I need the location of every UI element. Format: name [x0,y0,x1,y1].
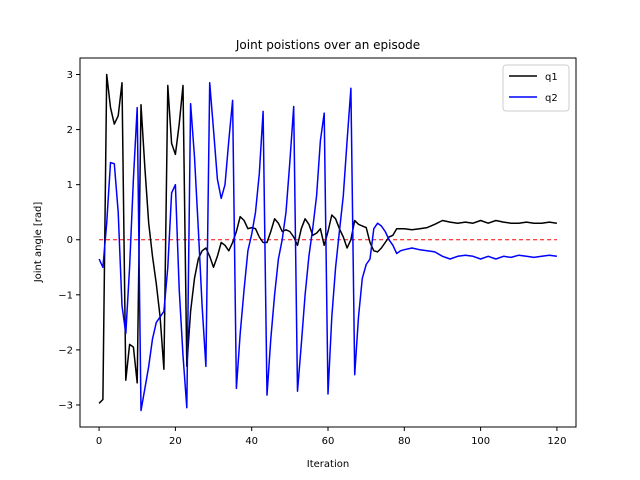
x-tick-label: 0 [96,436,102,447]
legend-box [502,64,570,112]
x-tick-label: 80 [398,436,411,447]
y-tick-label: 2 [67,125,73,136]
legend: q1 q2 [502,64,570,112]
y-tick-label: −1 [58,290,73,301]
x-tick-label: 40 [245,436,258,447]
x-tick-label: 100 [471,436,490,447]
y-tick-label: 0 [67,235,73,246]
x-tick-label: 60 [322,436,335,447]
y-tick-label: −3 [58,400,73,411]
plot-area [98,73,558,412]
legend-label-q1: q1 [545,72,558,83]
y-axis-label: Joint angle [rad] [33,202,44,284]
y-tick-label: 3 [67,70,73,81]
chart-title: Joint poistions over an episode [235,38,420,52]
x-tick-label: 20 [169,436,182,447]
y-tick-label: −2 [58,345,73,356]
series-line-q2 [98,82,558,412]
x-axis-label: Iteration [307,459,349,470]
legend-label-q2: q2 [545,93,558,104]
y-tick-label: 1 [67,180,73,191]
series-line-q1 [98,73,558,404]
x-tick-label: 120 [547,436,566,447]
